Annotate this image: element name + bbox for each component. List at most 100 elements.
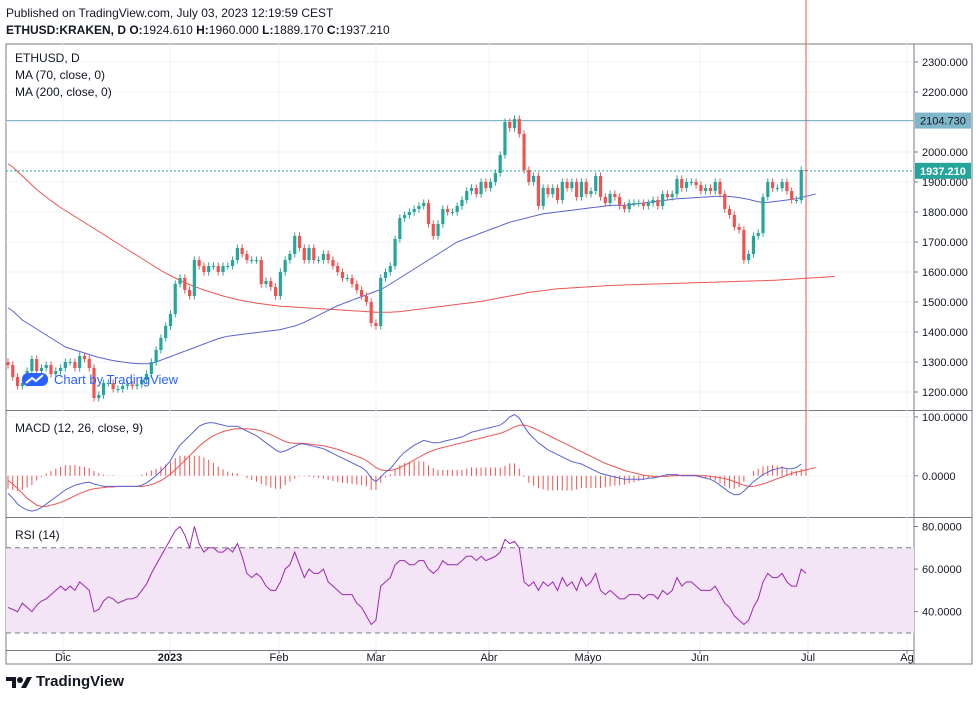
candle-body	[259, 260, 263, 284]
tradingview-cloud-icon	[22, 373, 48, 386]
candle-body	[78, 356, 82, 368]
open-label: O:	[129, 23, 143, 37]
candle-body	[665, 194, 670, 197]
candle-body	[770, 182, 775, 188]
candle-body	[288, 254, 292, 260]
candle-body	[49, 365, 53, 374]
candle-body	[226, 266, 230, 267]
candle-body	[403, 215, 407, 218]
candle-body	[121, 386, 125, 389]
price-tick-label: 2000.000	[922, 147, 968, 159]
candle-body	[20, 383, 24, 386]
candle-body	[651, 200, 655, 203]
candle-body	[756, 233, 760, 236]
price-tick-label: 2300.000	[922, 57, 968, 69]
watermark-text: Chart by TradingView	[54, 371, 179, 387]
price-tick-label: 1500.000	[922, 297, 968, 309]
candle-body	[321, 254, 325, 260]
price-legend-item: ETHUSD, D	[15, 51, 80, 65]
candle-body	[82, 356, 87, 359]
candle-body	[297, 236, 302, 248]
x-tick-label: Mar	[367, 652, 386, 664]
candle-body	[388, 266, 392, 272]
candle-body	[407, 212, 411, 215]
close-value: 1937.210	[339, 23, 390, 37]
price-legend-item: MA (200, close, 0)	[15, 85, 112, 99]
candle-body	[398, 218, 402, 239]
candle-body	[747, 254, 751, 260]
candle-body	[202, 266, 206, 272]
candle-body	[603, 197, 607, 203]
candle-body	[312, 248, 316, 260]
candle-body	[565, 182, 569, 188]
rsi-tick-label: 60.0000	[922, 564, 962, 576]
candle-body	[254, 260, 259, 261]
candle-body	[732, 215, 736, 227]
macd-tick-label: 100.0000	[922, 412, 968, 424]
candle-body	[469, 188, 474, 191]
candle-body	[221, 266, 225, 272]
candle-body	[144, 374, 149, 380]
candle-body	[684, 182, 689, 188]
candle-body	[245, 254, 249, 260]
candle-body	[608, 194, 612, 203]
candle-body	[536, 176, 541, 206]
candle-body	[68, 362, 72, 363]
candle-body	[727, 209, 732, 215]
candle-body	[326, 254, 330, 260]
candle-body	[450, 212, 454, 213]
candle-body	[508, 122, 512, 128]
candle-body	[369, 302, 373, 323]
tradingview-brand[interactable]: TradingView	[6, 673, 124, 690]
candle-body	[790, 191, 794, 200]
candle-body	[350, 278, 354, 284]
rsi-legend: RSI (14)	[15, 528, 60, 542]
price-tick-label: 1300.000	[922, 357, 968, 369]
candle-body	[197, 260, 201, 266]
candle-body	[250, 260, 254, 261]
x-tick-label: 2023	[158, 652, 182, 664]
candle-body	[594, 176, 598, 191]
rsi-tick-label: 40.0000	[922, 607, 962, 619]
candle-body	[460, 200, 464, 206]
candle-body	[44, 365, 48, 368]
candle-body	[230, 260, 235, 266]
price-tick-label: 1800.000	[922, 207, 968, 219]
candle-body	[173, 284, 177, 314]
candle-body	[503, 122, 507, 155]
watermark: Chart by TradingView	[22, 371, 178, 387]
price-tick-label: 1600.000	[922, 267, 968, 279]
candle-body	[11, 365, 15, 377]
candle-body	[646, 203, 650, 206]
candle-body	[489, 182, 493, 188]
last-price-label: 1937.210	[920, 166, 966, 178]
candle-body	[431, 224, 435, 236]
candle-body	[737, 227, 741, 230]
candle-body	[742, 230, 746, 260]
candle-body	[656, 200, 660, 206]
candle-body	[293, 236, 297, 254]
candle-body	[613, 194, 617, 197]
candle-body	[618, 197, 622, 206]
candle-body	[498, 155, 502, 173]
candle-body	[632, 203, 636, 204]
candle-body	[283, 260, 287, 272]
symbol-label: ETHUSD:KRAKEN, D	[6, 23, 126, 37]
candle-body	[393, 239, 397, 266]
high-value: 1960.000	[208, 23, 259, 37]
candle-body	[484, 182, 488, 188]
candle-body	[479, 182, 483, 194]
candle-body	[207, 266, 211, 272]
candle-body	[97, 395, 101, 398]
candle-body	[58, 368, 63, 371]
candle-body	[125, 384, 130, 386]
candle-body	[455, 206, 459, 212]
candle-body	[183, 278, 187, 290]
candle-body	[723, 194, 727, 209]
x-tick-label: Ag	[900, 652, 913, 664]
candle-body	[345, 278, 349, 279]
rsi-tick-label: 80.0000	[922, 522, 962, 534]
candle-body	[331, 260, 335, 266]
candle-body	[73, 362, 77, 368]
